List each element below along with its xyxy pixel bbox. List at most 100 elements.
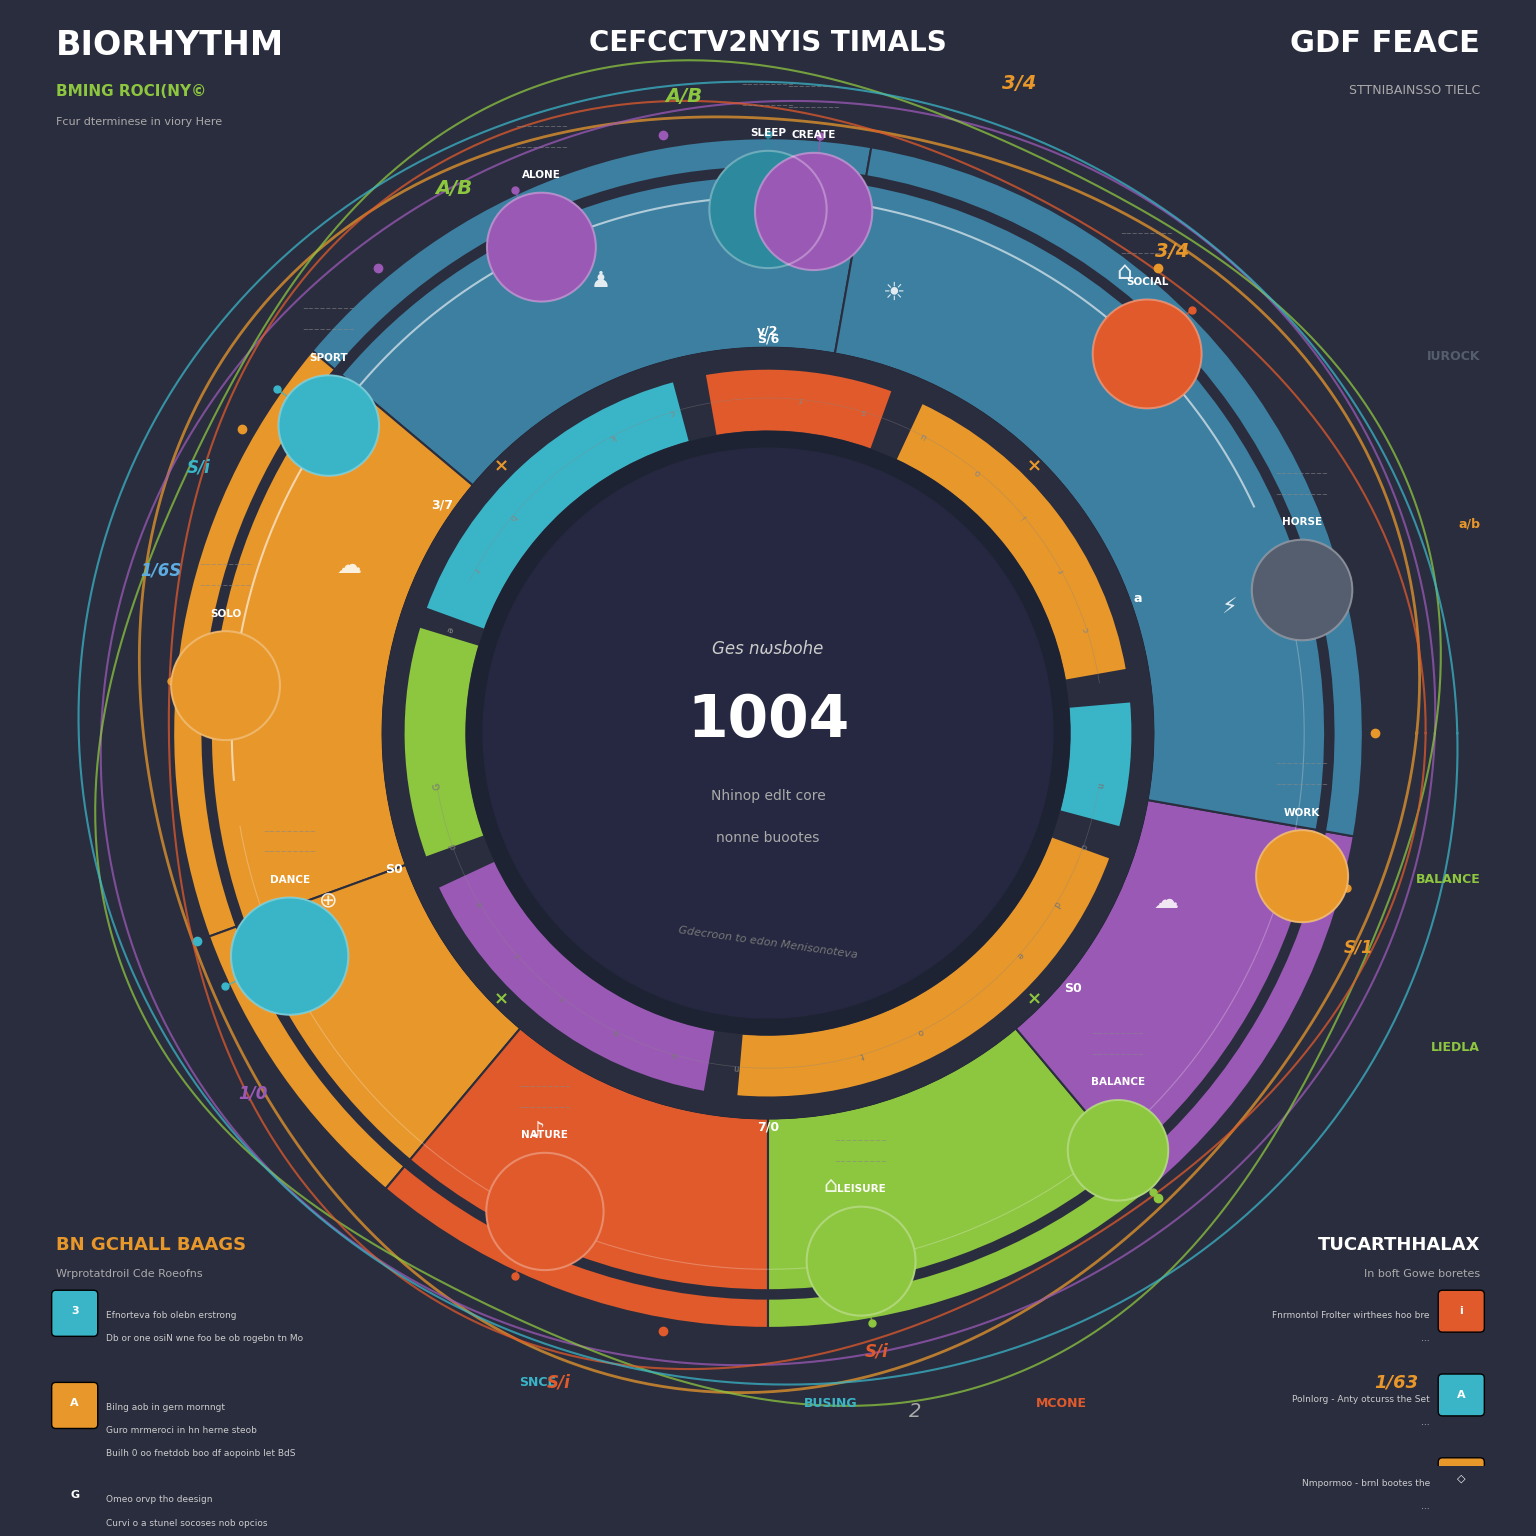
- Text: e: e: [444, 625, 455, 633]
- Text: n: n: [1094, 782, 1104, 790]
- Circle shape: [170, 631, 280, 740]
- Text: SPORT: SPORT: [309, 353, 349, 362]
- Circle shape: [756, 152, 872, 270]
- Text: ~~~~~~~~~: ~~~~~~~~~: [200, 562, 252, 568]
- Circle shape: [1256, 829, 1349, 922]
- Text: 2: 2: [908, 1402, 920, 1421]
- Wedge shape: [1015, 800, 1316, 1160]
- Wedge shape: [866, 147, 1362, 837]
- Text: n: n: [733, 1061, 740, 1072]
- Text: Polnlorg - Anty otcurss the Set: Polnlorg - Anty otcurss the Set: [1292, 1395, 1430, 1404]
- Text: ⊕: ⊕: [319, 891, 338, 911]
- Text: i: i: [1020, 513, 1029, 521]
- Text: ♪: ♪: [530, 1121, 545, 1141]
- Circle shape: [382, 347, 1154, 1118]
- Text: o: o: [972, 467, 983, 478]
- FancyBboxPatch shape: [1438, 1290, 1484, 1332]
- Text: o: o: [611, 1026, 621, 1037]
- Wedge shape: [174, 350, 335, 937]
- Text: k: k: [608, 432, 616, 441]
- Text: ×: ×: [1028, 991, 1041, 1009]
- Text: ~~~~~~~~~: ~~~~~~~~~: [303, 306, 355, 312]
- Text: ALONE: ALONE: [522, 170, 561, 180]
- Text: BALANCE: BALANCE: [1415, 872, 1481, 886]
- Text: b: b: [507, 511, 518, 522]
- Text: ~~~~~~~~~: ~~~~~~~~~: [1276, 492, 1329, 498]
- Text: Ges nωsbohe: Ges nωsbohe: [713, 641, 823, 659]
- FancyBboxPatch shape: [1438, 1458, 1484, 1499]
- Circle shape: [1068, 1100, 1169, 1201]
- Text: Nhinop edlt core: Nhinop edlt core: [711, 790, 825, 803]
- Text: a: a: [1134, 591, 1143, 605]
- Text: ×: ×: [495, 991, 508, 1009]
- Text: G: G: [71, 1490, 80, 1501]
- Circle shape: [806, 1207, 915, 1316]
- Text: ~~~~~~~~~: ~~~~~~~~~: [263, 828, 316, 834]
- Text: SLEEP: SLEEP: [750, 127, 786, 138]
- Text: STTNIBAINSSO TIELC: STTNIBAINSSO TIELC: [1349, 84, 1481, 97]
- Text: Gdecroon to edon Menisonoteva: Gdecroon to edon Menisonoteva: [677, 925, 859, 960]
- Text: Fcur dterminese in viory Here: Fcur dterminese in viory Here: [55, 117, 223, 127]
- Wedge shape: [244, 865, 521, 1160]
- Text: c: c: [1081, 625, 1092, 633]
- Text: Fnrmontol Frolter wirthees hoo bre: Fnrmontol Frolter wirthees hoo bre: [1272, 1312, 1430, 1319]
- Text: ♟: ♟: [590, 270, 610, 290]
- Text: A/B: A/B: [665, 88, 703, 106]
- FancyBboxPatch shape: [52, 1290, 98, 1336]
- Wedge shape: [895, 402, 1127, 680]
- Text: 1004: 1004: [687, 693, 849, 750]
- Text: 1/6S: 1/6S: [140, 562, 181, 579]
- Text: nonne buootes: nonne buootes: [716, 831, 820, 845]
- Text: ◇: ◇: [1458, 1473, 1465, 1484]
- Text: ~~~~~~~~~: ~~~~~~~~~: [519, 1084, 571, 1091]
- Text: a/b: a/b: [1458, 518, 1481, 530]
- Wedge shape: [1060, 702, 1132, 828]
- Wedge shape: [312, 138, 871, 370]
- Circle shape: [484, 449, 1052, 1018]
- Text: ~~~~~~~~~: ~~~~~~~~~: [1276, 782, 1329, 788]
- Wedge shape: [210, 375, 473, 923]
- Circle shape: [278, 375, 379, 476]
- FancyBboxPatch shape: [1438, 1375, 1484, 1416]
- Text: u: u: [919, 432, 928, 442]
- Text: o: o: [915, 1026, 925, 1037]
- Text: ×: ×: [1028, 458, 1041, 476]
- Circle shape: [487, 1154, 604, 1270]
- Text: 3/7: 3/7: [432, 498, 453, 511]
- Text: BUSING: BUSING: [803, 1396, 857, 1410]
- Wedge shape: [341, 177, 865, 485]
- Circle shape: [230, 897, 349, 1015]
- Text: In boft Gowe boretes: In boft Gowe boretes: [1364, 1269, 1481, 1279]
- Text: LEISURE: LEISURE: [837, 1184, 885, 1193]
- Text: BMING ROCI(NY©: BMING ROCI(NY©: [55, 84, 206, 98]
- Wedge shape: [1132, 831, 1353, 1189]
- Text: ~~~~~~~~~: ~~~~~~~~~: [1121, 252, 1174, 258]
- Text: ~~~~~~~~~: ~~~~~~~~~: [834, 1138, 888, 1144]
- Text: ~~~~~~~~~: ~~~~~~~~~: [742, 81, 794, 88]
- Text: SOLO: SOLO: [210, 608, 241, 619]
- Text: ×: ×: [495, 458, 508, 476]
- Text: ~~~~~~~~~: ~~~~~~~~~: [742, 103, 794, 109]
- Text: ...: ...: [1421, 1335, 1430, 1342]
- Text: A/B: A/B: [435, 180, 473, 198]
- Text: ~~~~~~~~~: ~~~~~~~~~: [1092, 1031, 1144, 1037]
- Text: S/6: S/6: [757, 333, 779, 346]
- Text: 7/0: 7/0: [757, 1120, 779, 1134]
- Text: CEFCCTV2NYIS TIMALS: CEFCCTV2NYIS TIMALS: [590, 29, 946, 57]
- Circle shape: [487, 192, 596, 301]
- Text: Wrprotatdroil Cde Roeofns: Wrprotatdroil Cde Roeofns: [55, 1269, 203, 1279]
- Text: ⌂: ⌂: [823, 1175, 839, 1195]
- Circle shape: [1092, 300, 1201, 409]
- Text: d: d: [1051, 899, 1061, 908]
- Text: S0: S0: [1064, 983, 1081, 995]
- Text: HORSE: HORSE: [1283, 518, 1322, 527]
- Text: MCONE: MCONE: [1035, 1396, 1087, 1410]
- Text: ~~~~~~~~~: ~~~~~~~~~: [1092, 1052, 1144, 1058]
- Text: LIEDLA: LIEDLA: [1432, 1041, 1481, 1054]
- Circle shape: [710, 151, 826, 269]
- Text: e: e: [475, 899, 485, 908]
- Text: BN GCHALL BAAGS: BN GCHALL BAAGS: [55, 1236, 246, 1253]
- Text: ~~~~~~~~~: ~~~~~~~~~: [1276, 762, 1329, 768]
- Text: CREATE: CREATE: [791, 131, 836, 140]
- Wedge shape: [404, 627, 484, 857]
